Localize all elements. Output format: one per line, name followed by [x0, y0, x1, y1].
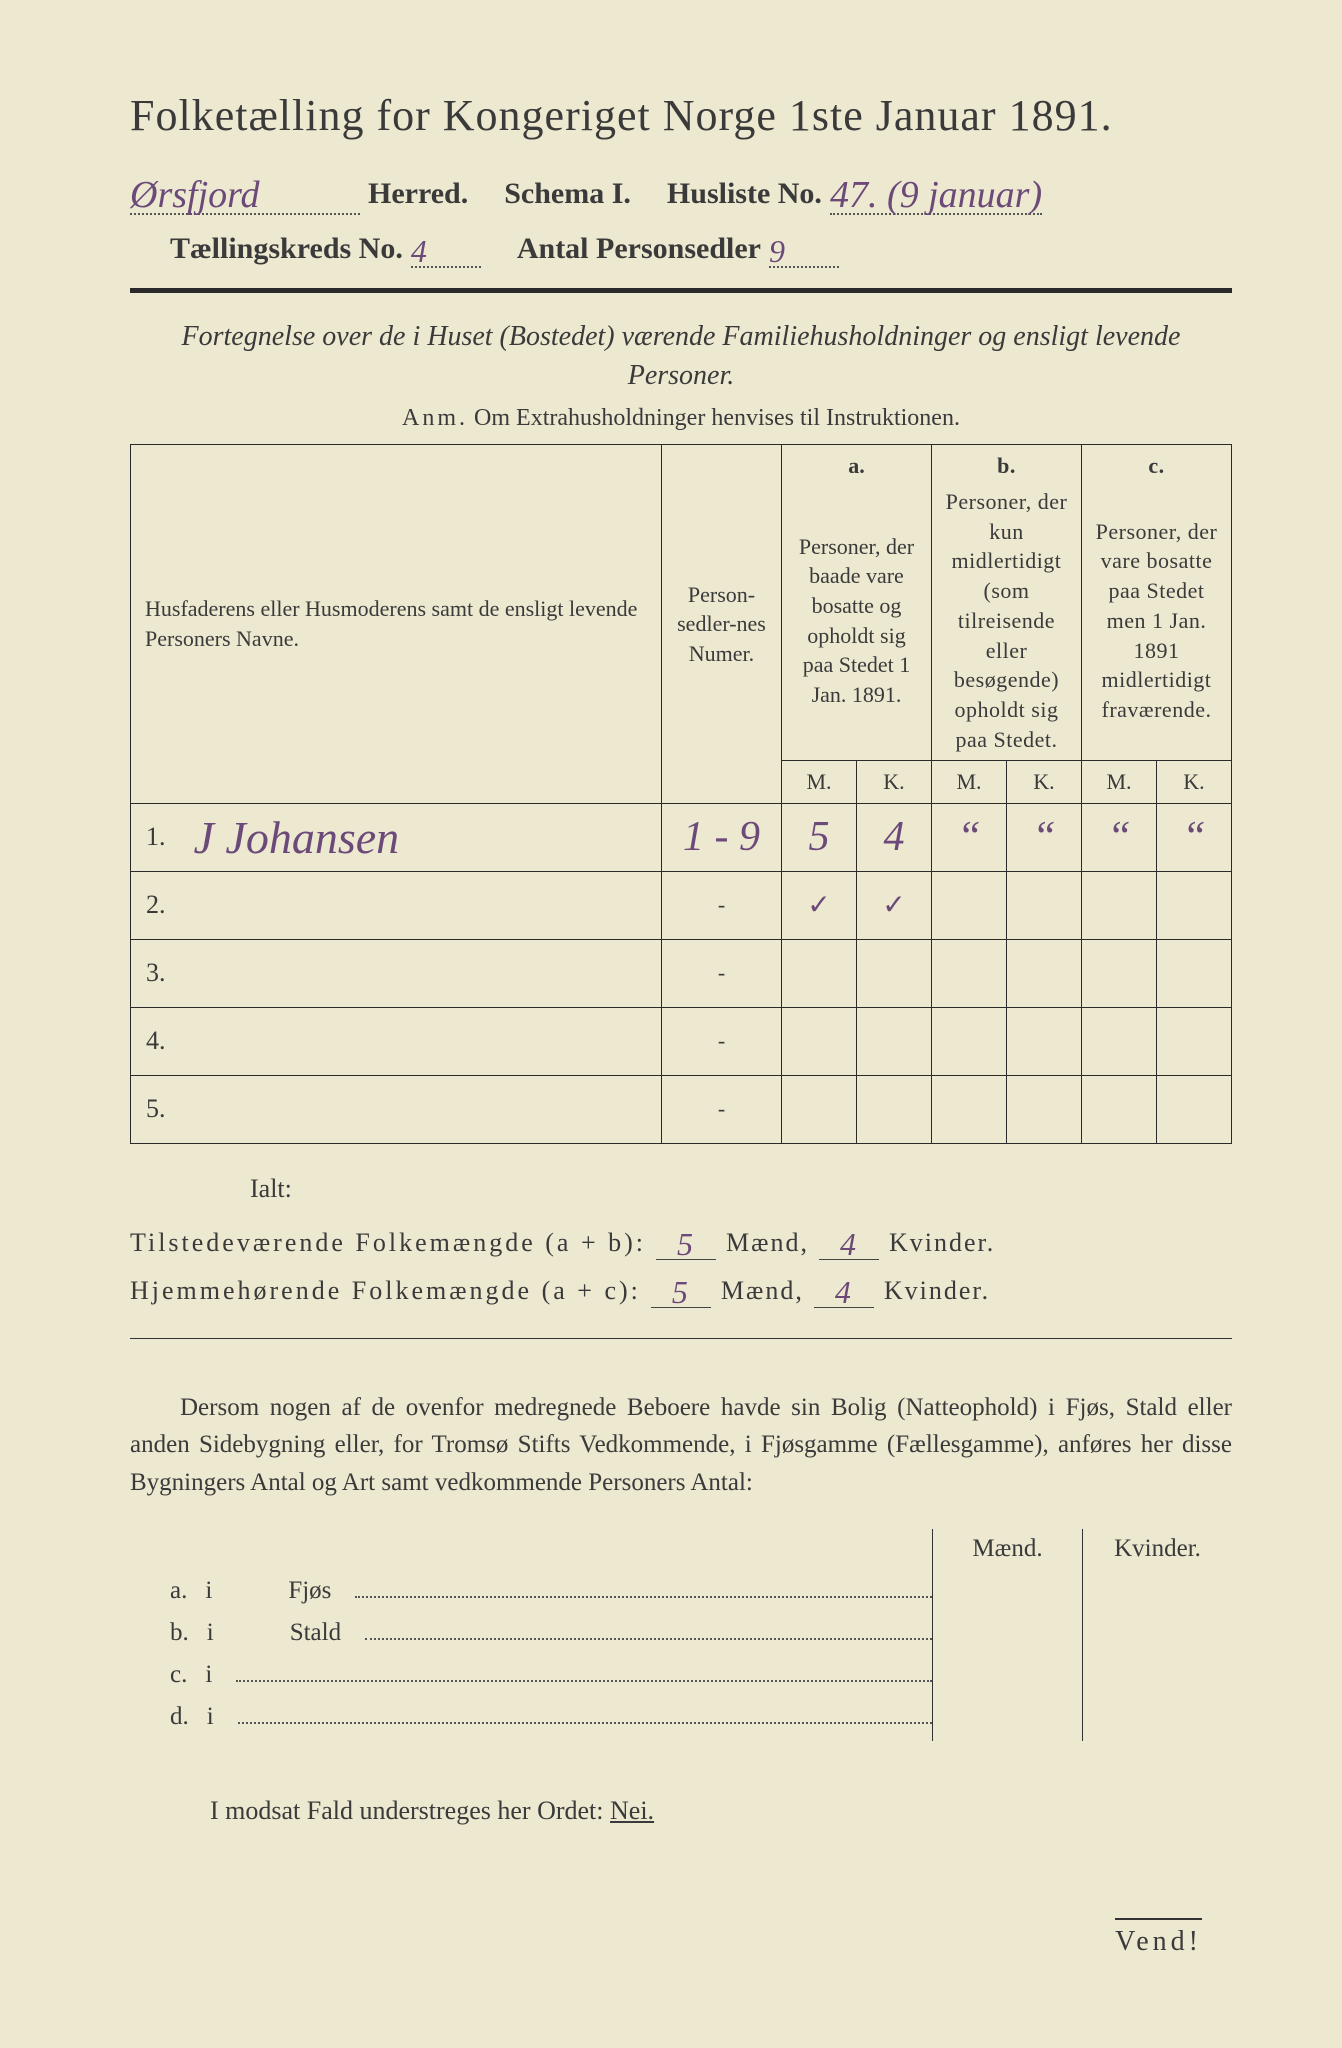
t1-k: 4: [840, 1226, 858, 1262]
modsat-text: I modsat Fald understreges her Ordet:: [210, 1796, 604, 1825]
paragraph: Dersom nogen af de ovenfor medregnede Be…: [130, 1389, 1232, 1502]
anm-line: Anm. Om Extrahusholdninger henvises til …: [130, 405, 1232, 432]
table-row: 2. - ✓ ✓: [131, 871, 1232, 939]
maend-label: Mænd,: [726, 1228, 809, 1258]
side-row: d.i: [130, 1699, 932, 1731]
totals-line-1: Tilstedeværende Folkemængde (a + b): 5 M…: [130, 1222, 1232, 1260]
row1-num: 1 - 9: [683, 814, 760, 860]
col-c-top: c.: [1148, 453, 1164, 478]
census-form-page: Folketælling for Kongeriget Norge 1ste J…: [0, 0, 1342, 2048]
table-row: 5. -: [131, 1075, 1232, 1143]
table-row: 3. -: [131, 939, 1232, 1007]
side-kvinder: Kvinder.: [1083, 1529, 1232, 1583]
header-line-1: Ørsfjord Herred. Schema I. Husliste No. …: [130, 169, 1232, 215]
totals-line-2: Hjemmehørende Folkemængde (a + c): 5 Mæn…: [130, 1270, 1232, 1308]
husliste-hand: 47. (9 januar): [830, 174, 1042, 216]
table-row: 4. -: [131, 1007, 1232, 1075]
schema-label: Schema I.: [504, 177, 631, 211]
maend-label-2: Mænd,: [721, 1276, 804, 1306]
subtitle: Fortegnelse over de i Huset (Bostedet) v…: [130, 317, 1232, 395]
ialt-label: Ialt:: [250, 1174, 1232, 1204]
col-names: Husfaderens eller Husmoderens samt de en…: [145, 596, 637, 651]
nei: Nei.: [610, 1796, 654, 1825]
t2-m: 5: [672, 1274, 690, 1310]
t1-label: Tilstedeværende Folkemængde (a + b):: [130, 1228, 646, 1258]
a-m: M.: [782, 761, 857, 804]
table-row: 1. J Johansen 1 - 9 5 4 “ “ “ “: [131, 803, 1232, 871]
kvinder-label: Kvinder.: [889, 1228, 995, 1258]
table-body: 1. J Johansen 1 - 9 5 4 “ “ “ “ 2. - ✓ ✓…: [131, 803, 1232, 1143]
b-k: K.: [1007, 761, 1082, 804]
t1-m: 5: [677, 1226, 695, 1262]
header-line-2: Tællingskreds No. 4 Antal Personsedler 9: [130, 229, 1232, 268]
side-left: a.iFjøs b.iStald c.i d.i: [130, 1529, 932, 1741]
t2-label: Hjemmehørende Folkemængde (a + c):: [130, 1276, 641, 1306]
side-maend: Mænd.: [933, 1529, 1082, 1583]
side-table: a.iFjøs b.iStald c.i d.i Mænd. Kvinder.: [130, 1529, 1232, 1741]
col-c: Personer, der vare bosatte paa Stedet me…: [1096, 519, 1218, 722]
kvinder-label-2: Kvinder.: [884, 1276, 990, 1306]
modsat-line: I modsat Fald understreges her Ordet: Ne…: [130, 1796, 1232, 1826]
herred-handwritten: Ørsfjord: [130, 174, 260, 216]
side-row: a.iFjøs: [130, 1573, 932, 1605]
antal-label: Antal Personsedler: [517, 232, 761, 266]
c-k: K.: [1157, 761, 1232, 804]
rule-1: [130, 288, 1232, 293]
vend-label: Vend!: [1115, 1918, 1202, 1958]
b-m: M.: [932, 761, 1007, 804]
side-row: b.iStald: [130, 1615, 932, 1647]
anm-text: Om Extrahusholdninger henvises til Instr…: [474, 405, 960, 431]
col-a-top: a.: [848, 453, 865, 478]
side-row: c.i: [130, 1657, 932, 1689]
husliste-label: Husliste No.: [667, 177, 822, 211]
row1-name: J Johansen: [184, 812, 400, 863]
col-num: Person-sedler-nes Numer.: [677, 582, 766, 666]
main-table: Husfaderens eller Husmoderens samt de en…: [130, 444, 1232, 1144]
rule-2: [130, 1338, 1232, 1339]
kreds-label: Tællingskreds No.: [170, 232, 403, 266]
kreds-hand: 4: [411, 233, 427, 269]
a-k: K.: [857, 761, 932, 804]
anm-label: Anm.: [402, 405, 468, 431]
herred-label: Herred.: [368, 177, 468, 211]
col-b: Personer, der kun midlertidigt (som tilr…: [946, 489, 1068, 752]
c-m: M.: [1082, 761, 1157, 804]
page-title: Folketælling for Kongeriget Norge 1ste J…: [130, 90, 1232, 141]
col-a: Personer, der baade vare bosatte og opho…: [799, 534, 914, 707]
col-b-top: b.: [997, 453, 1016, 478]
side-right: Mænd. Kvinder.: [932, 1529, 1232, 1741]
t2-k: 4: [835, 1274, 853, 1310]
antal-hand: 9: [769, 233, 785, 269]
